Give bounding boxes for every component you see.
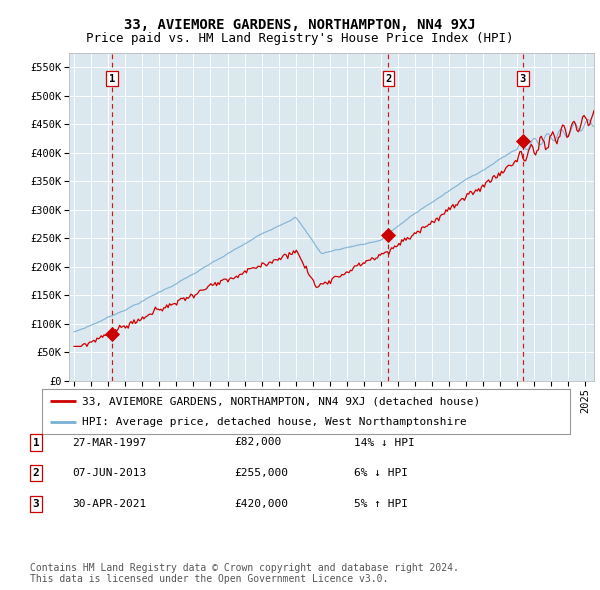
Text: Contains HM Land Registry data © Crown copyright and database right 2024.
This d: Contains HM Land Registry data © Crown c…: [30, 563, 459, 584]
Point: [518, 137, 528, 146]
Text: 30-APR-2021: 30-APR-2021: [72, 499, 146, 509]
Text: 2: 2: [32, 468, 40, 478]
Point: [383, 231, 393, 240]
Text: £82,000: £82,000: [234, 438, 281, 447]
Text: 27-MAR-1997: 27-MAR-1997: [72, 438, 146, 447]
Text: 33, AVIEMORE GARDENS, NORTHAMPTON, NN4 9XJ (detached house): 33, AVIEMORE GARDENS, NORTHAMPTON, NN4 9…: [82, 396, 480, 407]
Text: £255,000: £255,000: [234, 468, 288, 478]
Text: 33, AVIEMORE GARDENS, NORTHAMPTON, NN4 9XJ: 33, AVIEMORE GARDENS, NORTHAMPTON, NN4 9…: [124, 18, 476, 32]
Text: 1: 1: [109, 74, 115, 84]
Text: 07-JUN-2013: 07-JUN-2013: [72, 468, 146, 478]
Text: 2: 2: [385, 74, 392, 84]
Text: 5% ↑ HPI: 5% ↑ HPI: [354, 499, 408, 509]
Text: 6% ↓ HPI: 6% ↓ HPI: [354, 468, 408, 478]
Text: 3: 3: [32, 499, 40, 509]
Text: HPI: Average price, detached house, West Northamptonshire: HPI: Average price, detached house, West…: [82, 417, 466, 427]
Text: 14% ↓ HPI: 14% ↓ HPI: [354, 438, 415, 447]
Text: £420,000: £420,000: [234, 499, 288, 509]
Text: 3: 3: [520, 74, 526, 84]
Text: 1: 1: [32, 438, 40, 447]
Point: [107, 329, 117, 339]
Text: Price paid vs. HM Land Registry's House Price Index (HPI): Price paid vs. HM Land Registry's House …: [86, 32, 514, 45]
